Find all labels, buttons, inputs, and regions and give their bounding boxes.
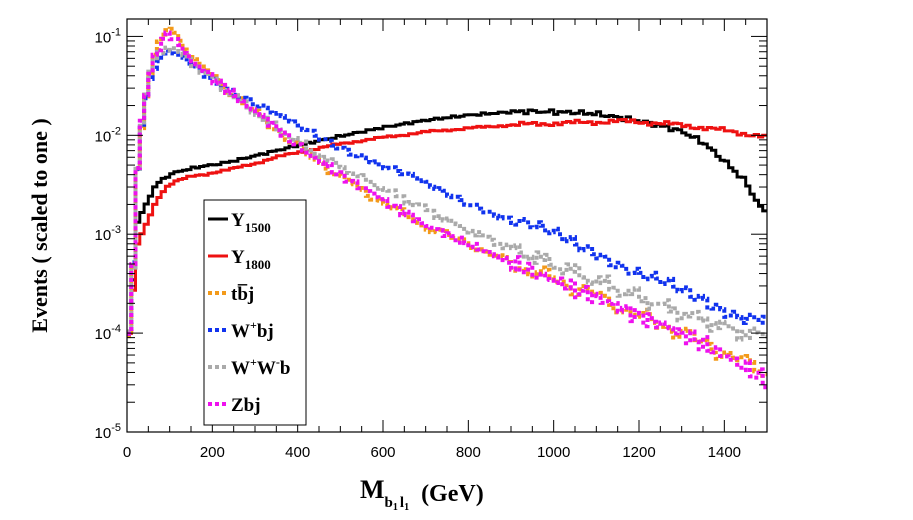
legend: Y1500 Y1800 tb̅j W+bj W+W-b Zbj — [203, 199, 307, 426]
legend-label: Zbj — [231, 395, 261, 416]
x-tick-label: 600 — [370, 444, 395, 461]
y-tick-label: 10-5 — [95, 422, 121, 442]
y-tick-label: 10-2 — [95, 125, 121, 145]
y-tick-label: 10-1 — [95, 26, 121, 46]
x-tick-label: 1400 — [708, 444, 741, 461]
x-tick-label: 1000 — [537, 444, 570, 461]
legend-label: Y1500 — [231, 210, 271, 235]
y-tick-label: 10-4 — [95, 323, 121, 343]
y-tick-label: 10-3 — [95, 224, 121, 244]
series-layer — [127, 26, 767, 390]
series-line — [127, 118, 767, 335]
legend-box — [203, 199, 307, 426]
legend-label: W+W-b — [231, 355, 290, 379]
x-tick-label: 1200 — [622, 444, 655, 461]
legend-label: W+bj — [231, 318, 274, 342]
series-line — [127, 30, 767, 390]
y-axis-title: Events ( scaled to one ) — [27, 118, 52, 332]
x-axis-title: Mb1 l1(GeV) — [360, 475, 484, 513]
legend-label: tb̅j — [231, 283, 254, 305]
series-line — [127, 108, 767, 335]
y-axis: 10-5 10-4 10-3 10-2 10-1 — [95, 26, 767, 442]
x-tick-label: 0 — [123, 444, 131, 461]
x-tick-label: 400 — [285, 444, 310, 461]
x-axis: 0 200 400 600 800 1000 1200 1400 — [123, 19, 768, 461]
series-line — [127, 26, 767, 378]
legend-label: Y1800 — [231, 247, 271, 272]
x-tick-label: 200 — [200, 444, 225, 461]
x-tick-label: 800 — [456, 444, 481, 461]
x-axis-title-text: Mb1 l1(GeV) — [360, 475, 484, 513]
